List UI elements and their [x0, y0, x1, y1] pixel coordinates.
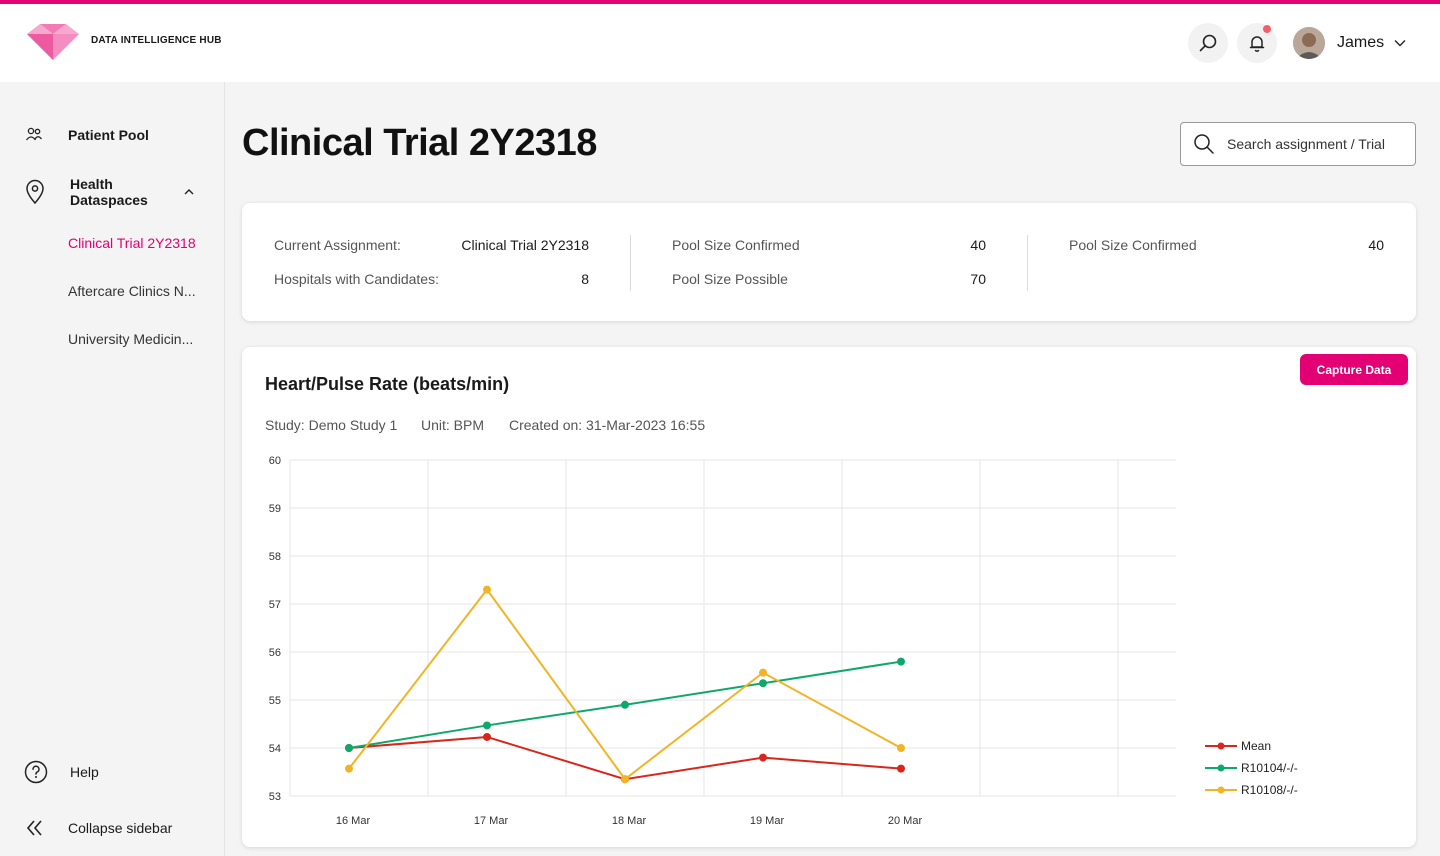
y-tick-label: 53 [269, 791, 281, 803]
series-line [348, 587, 902, 781]
legend-swatch-dot [1217, 764, 1225, 772]
logo-icon[interactable] [27, 24, 79, 60]
sidebar-subitem-clinical-trial[interactable]: Clinical Trial 2Y2318 [68, 235, 196, 251]
help-link[interactable]: Help [24, 760, 99, 784]
avatar [1293, 27, 1325, 59]
created-on-label: Created on: 31-Mar-2023 16:55 [509, 417, 706, 433]
data-point [759, 679, 767, 688]
app-header: DATA INTELLIGENCE HUB James [0, 4, 1440, 82]
data-point [897, 764, 905, 773]
pool-confirmed-value: 40 [970, 237, 986, 253]
pool-confirmed-label-2: Pool Size Confirmed [1069, 237, 1197, 253]
brand-name: DATA INTELLIGENCE HUB [91, 35, 222, 46]
chart-title: Heart/Pulse Rate (beats/min) [265, 374, 510, 394]
y-tick-label: 54 [269, 743, 281, 755]
y-tick-label: 55 [269, 695, 281, 707]
data-point [483, 732, 491, 741]
help-label: Help [70, 764, 99, 780]
trial-search-box[interactable] [1180, 122, 1416, 166]
y-tick-label: 60 [269, 455, 281, 467]
bell-icon [1249, 36, 1265, 52]
help-icon [24, 760, 48, 784]
location-pin-icon [26, 179, 44, 205]
hospitals-value: 8 [581, 271, 589, 287]
y-tick-label: 59 [269, 503, 281, 515]
divider [630, 235, 631, 291]
capture-data-button[interactable]: Capture Data [1300, 354, 1408, 385]
sidebar-item-health-dataspaces[interactable]: Health Dataspaces [24, 176, 204, 208]
x-tick-label: 16 Mar [336, 815, 371, 827]
current-assignment-value: Clinical Trial 2Y2318 [461, 237, 589, 253]
data-point [897, 657, 905, 666]
user-menu[interactable]: James [1293, 26, 1406, 60]
x-tick-label: 17 Mar [474, 815, 509, 827]
divider [1027, 235, 1028, 291]
people-icon [25, 127, 43, 141]
data-point [897, 744, 905, 752]
collapse-sidebar-label: Collapse sidebar [68, 820, 173, 836]
data-point [345, 764, 353, 773]
data-point [759, 668, 767, 677]
pool-possible-value: 70 [970, 271, 986, 287]
legend-label: R10104/-/- [1241, 761, 1298, 775]
search-icon [1194, 134, 1214, 154]
pool-confirmed-label: Pool Size Confirmed [672, 237, 800, 253]
legend-label: Mean [1241, 739, 1271, 753]
search-icon [1199, 34, 1217, 52]
summary-card: Current Assignment: Clinical Trial 2Y231… [242, 203, 1416, 321]
sidebar: Patient Pool Health Dataspaces Clinical … [0, 82, 225, 856]
sidebar-item-label: Health Dataspaces [70, 176, 148, 208]
legend-label: R10108/-/- [1241, 783, 1298, 797]
heart-rate-chart: 53 54 55 56 57 58 59 60 16 Mar 17 Mar 18 Mar 19 Mar… [269, 455, 1298, 827]
data-point [483, 721, 491, 730]
collapse-sidebar-button[interactable]: Collapse sidebar [24, 818, 172, 838]
chevron-up-icon[interactable] [184, 189, 194, 195]
x-tick-label: 18 Mar [612, 815, 647, 827]
sidebar-subitem-aftercare-clinics[interactable]: Aftercare Clinics N... [68, 283, 196, 299]
notifications-button[interactable] [1237, 23, 1277, 63]
y-tick-label: 58 [269, 551, 281, 563]
study-label: Study: Demo Study 1 [265, 417, 398, 433]
pool-confirmed-value-2: 40 [1368, 237, 1384, 253]
data-point [759, 753, 767, 762]
double-chevron-left-icon [26, 820, 42, 836]
pool-possible-label: Pool Size Possible [672, 271, 788, 287]
x-tick-label: 20 Mar [888, 815, 923, 827]
trial-search-input[interactable] [1227, 136, 1407, 152]
notification-dot [1263, 25, 1271, 33]
y-tick-label: 56 [269, 647, 281, 659]
series-line [348, 735, 902, 781]
hospitals-label: Hospitals with Candidates: [274, 271, 439, 287]
top-accent-bar [0, 0, 1440, 4]
legend-swatch-dot [1217, 742, 1225, 750]
chevron-down-icon [1394, 40, 1406, 47]
sidebar-item-patient-pool[interactable]: Patient Pool [24, 126, 149, 144]
sidebar-subitem-university-medicine[interactable]: University Medicin... [68, 331, 194, 347]
user-name: James [1337, 34, 1385, 51]
sidebar-item-label: Patient Pool [68, 127, 149, 143]
x-tick-label: 19 Mar [750, 815, 785, 827]
header-search-button[interactable] [1188, 23, 1228, 63]
y-tick-label: 57 [269, 599, 281, 611]
current-assignment-label: Current Assignment: [274, 237, 401, 253]
data-point [345, 744, 353, 752]
page-title: Clinical Trial 2Y2318 [242, 122, 597, 164]
data-point [621, 775, 629, 784]
unit-label: Unit: BPM [421, 417, 485, 433]
data-point [621, 700, 629, 709]
legend-swatch-dot [1217, 786, 1225, 794]
data-point [483, 585, 491, 594]
chart-card: 53 54 55 56 57 58 59 60 16 Mar 17 Mar 18 Mar 19 Mar… [242, 347, 1416, 847]
